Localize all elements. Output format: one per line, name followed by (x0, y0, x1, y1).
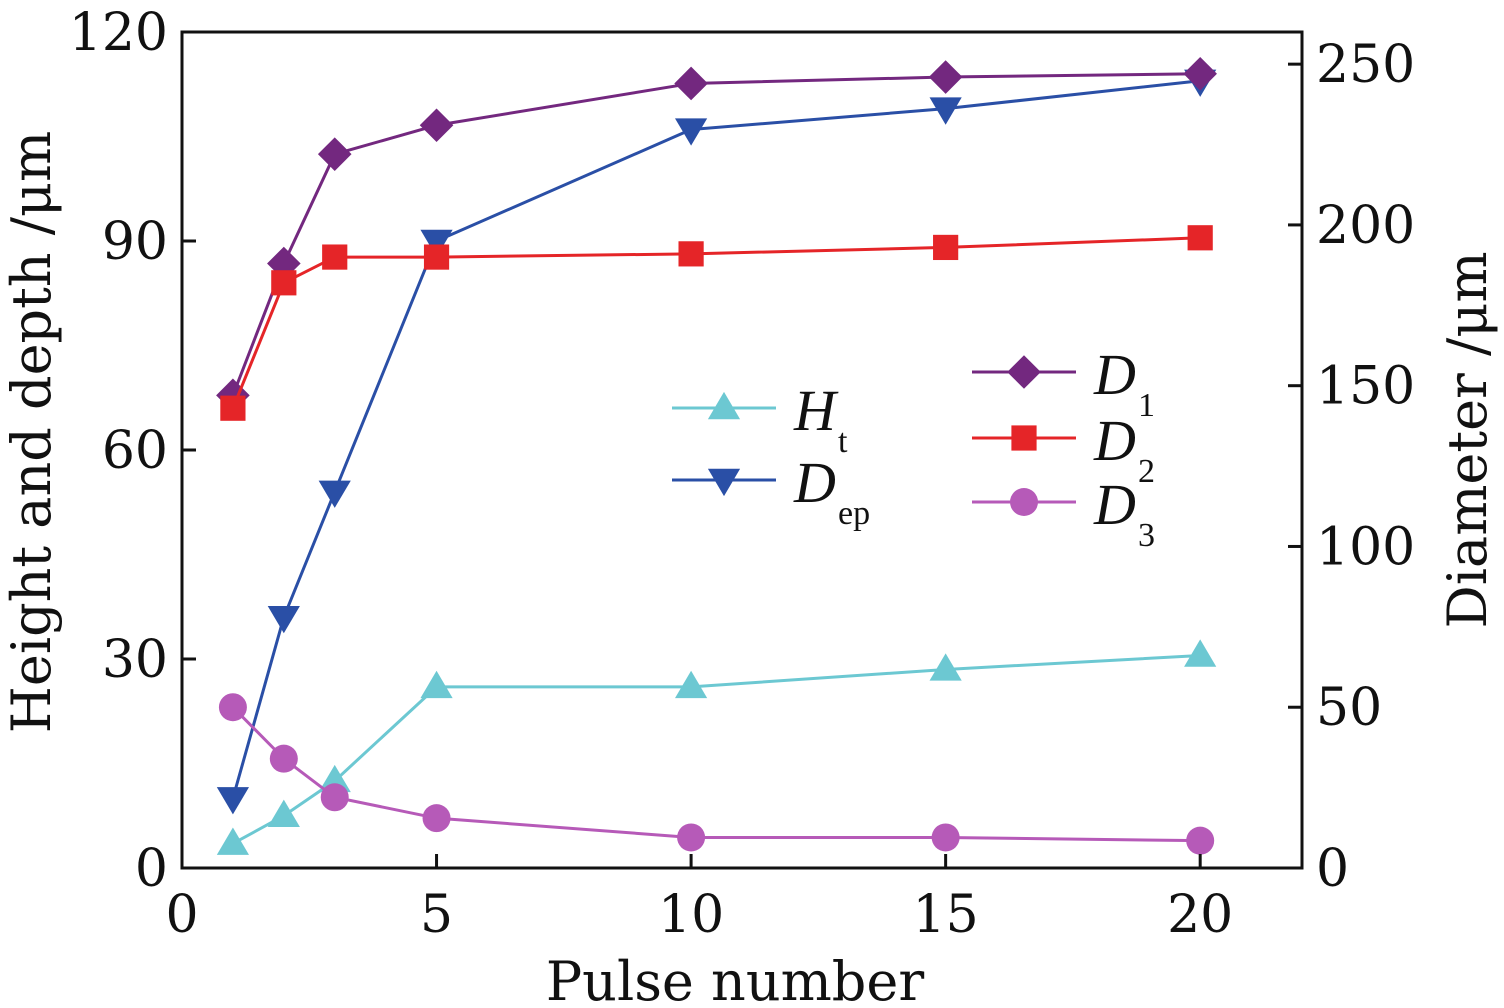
data-point (929, 97, 962, 125)
legend-marker (1010, 488, 1038, 516)
data-point (678, 241, 704, 267)
y-left-tick-label: 60 (102, 421, 168, 481)
data-point (929, 653, 962, 681)
legend-subscript: 3 (1138, 517, 1155, 554)
y-right-tick-label: 200 (1316, 196, 1415, 256)
legend-marker (707, 391, 741, 420)
x-tick-label: 10 (658, 885, 724, 945)
legend-label: D (1093, 472, 1136, 537)
data-point (1184, 639, 1217, 667)
y-right-tick-label: 250 (1316, 35, 1415, 95)
series-line (231, 79, 1201, 799)
y-left-tick-label: 90 (102, 212, 168, 272)
data-point (322, 244, 348, 270)
legend-subscript: t (838, 423, 848, 460)
x-tick-label: 15 (913, 885, 979, 945)
data-point (420, 229, 453, 258)
y-axis-left-title: Height and depth /μm (0, 131, 63, 733)
series-line (231, 72, 1201, 396)
data-point (674, 66, 708, 101)
x-tick-label: 0 (165, 885, 198, 945)
y-right-tick-label: 0 (1316, 839, 1349, 899)
y-right-tick-label: 150 (1316, 357, 1415, 417)
legend-marker (1007, 355, 1041, 389)
legend-label: D (793, 450, 836, 515)
x-tick-label: 5 (420, 885, 453, 945)
data-point (674, 118, 708, 146)
data-point (267, 799, 300, 827)
legend-subscript: ep (838, 495, 870, 532)
y-axis-right-title: Diameter /μm (1436, 251, 1499, 628)
data-point (1187, 225, 1213, 251)
legend-marker (707, 468, 741, 497)
data-point (269, 744, 298, 773)
legend-subscript: 2 (1138, 453, 1155, 490)
data-point (216, 787, 250, 815)
data-point (420, 670, 453, 699)
series-line (231, 706, 1201, 843)
legend-subscript: 1 (1138, 387, 1155, 424)
data-point (931, 823, 960, 852)
data-point (216, 827, 250, 855)
y-right-tick-label: 100 (1316, 517, 1415, 577)
series-4 (218, 693, 1215, 855)
series-3 (220, 225, 1213, 421)
data-point (218, 693, 247, 722)
series-line (232, 654, 1201, 845)
series-0 (216, 639, 1217, 855)
y-right-tick-label: 50 (1316, 678, 1382, 738)
legend-label: D (1093, 408, 1136, 473)
data-point (674, 670, 708, 699)
y-left-tick-label: 30 (102, 630, 168, 690)
data-point (318, 764, 351, 793)
data-point (271, 270, 297, 296)
data-point (318, 480, 351, 508)
data-point (320, 783, 349, 812)
legend-marker (1011, 425, 1037, 451)
data-point (423, 244, 450, 270)
data-point (933, 234, 959, 261)
data-point (1183, 57, 1217, 91)
y-left-tick-label: 120 (69, 3, 168, 63)
series-2 (216, 57, 1217, 413)
series-1 (216, 69, 1217, 815)
legend-label: H (793, 378, 839, 443)
data-point (419, 108, 454, 143)
data-point (1186, 826, 1215, 855)
data-point (220, 395, 246, 421)
x-tick-label: 20 (1167, 885, 1233, 945)
data-point (267, 606, 300, 634)
x-axis-title: Pulse number (546, 950, 925, 1008)
data-point (928, 60, 963, 94)
data-point (422, 804, 451, 833)
series-layer (216, 57, 1217, 855)
y-left-tick-label: 0 (135, 839, 168, 899)
data-point (677, 823, 706, 852)
data-point (317, 137, 352, 171)
legend-label: D (1093, 342, 1136, 407)
